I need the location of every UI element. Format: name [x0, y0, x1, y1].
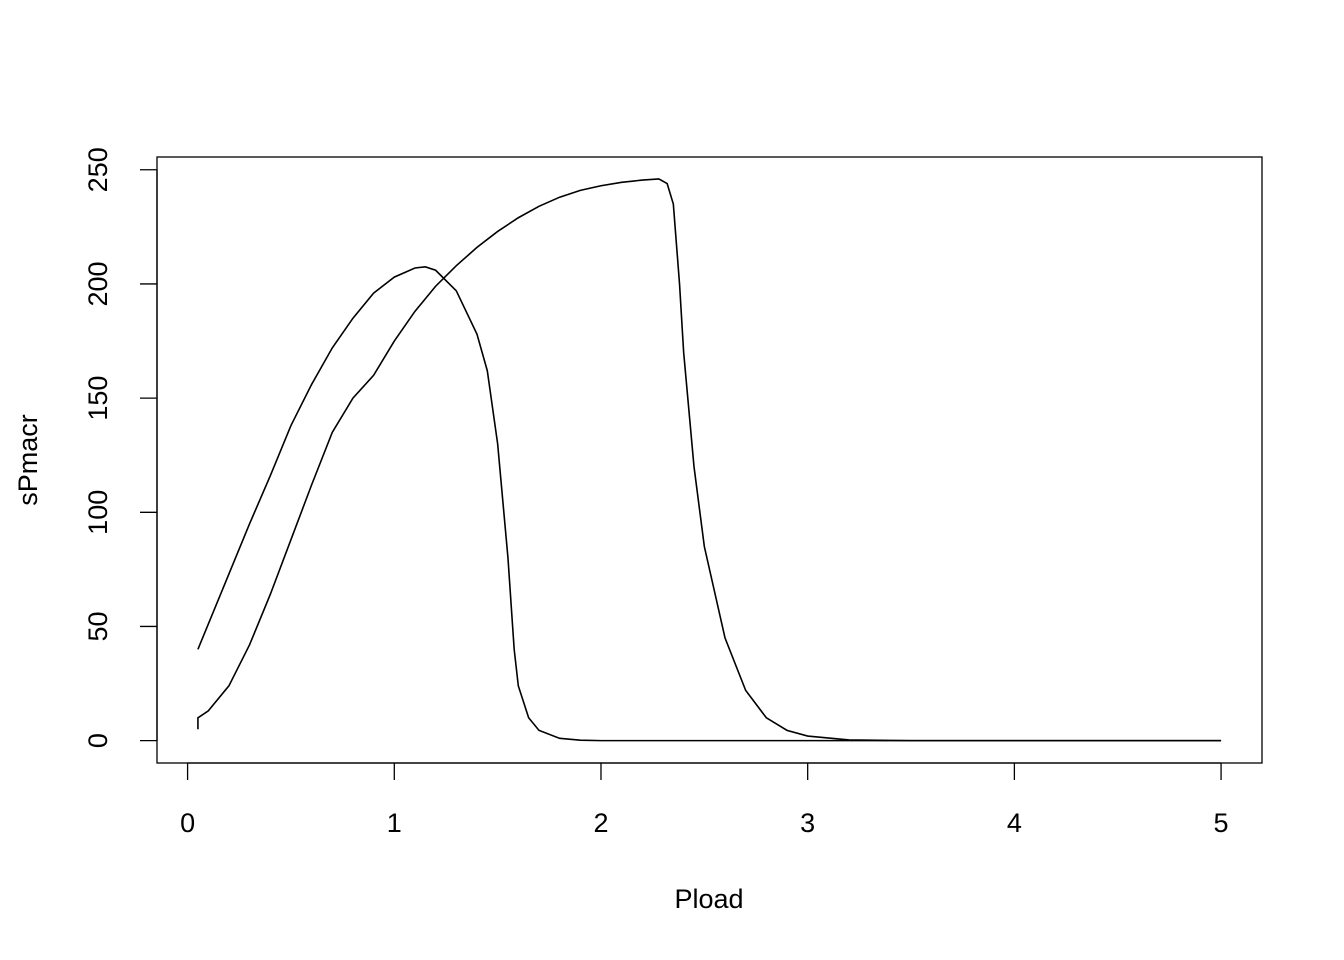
x-tick-label: 2 — [593, 808, 608, 838]
y-tick-label: 200 — [83, 261, 113, 306]
x-axis-label: Pload — [674, 884, 743, 914]
y-tick-label: 150 — [83, 376, 113, 421]
x-tick-label: 5 — [1214, 808, 1229, 838]
x-tick-label: 1 — [387, 808, 402, 838]
y-tick-label: 100 — [83, 490, 113, 535]
y-tick-label: 0 — [83, 733, 113, 748]
x-tick-label: 3 — [800, 808, 815, 838]
x-tick-label: 0 — [180, 808, 195, 838]
data-line — [197, 178, 1222, 742]
y-tick-label: 250 — [83, 147, 113, 192]
y-tick-label: 50 — [83, 611, 113, 641]
plot-frame — [156, 156, 1263, 764]
data-line — [197, 266, 1222, 742]
x-tick-label: 4 — [1007, 808, 1022, 838]
y-axis-label: sPmacr — [13, 414, 43, 506]
